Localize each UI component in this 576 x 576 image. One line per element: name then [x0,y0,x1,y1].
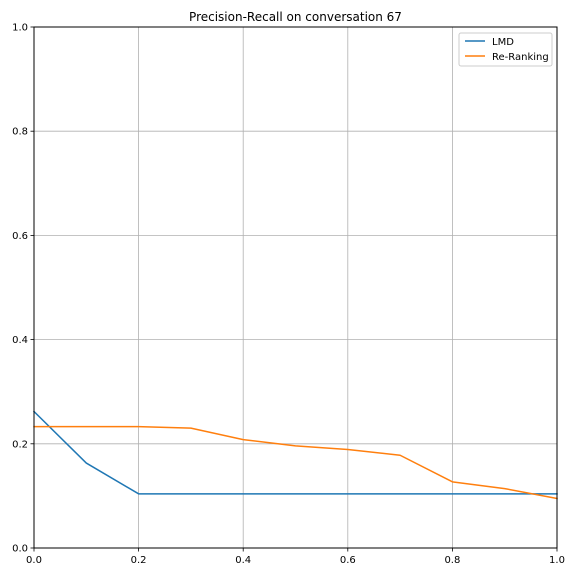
y-tick-label: 0.8 [12,127,28,138]
y-tick-label: 1.0 [12,23,28,34]
legend-label-re-ranking: Re-Ranking [492,52,549,63]
y-tick-label: 0.4 [12,335,28,346]
x-tick-label: 0.6 [340,555,356,566]
legend: LMD Re-Ranking [458,32,553,67]
series-lines [32,410,558,500]
x-tick-label: 1.0 [549,555,565,566]
legend-label-lmd: LMD [492,37,514,48]
series-line-re-ranking [33,425,558,500]
x-tick-label: 0.4 [235,555,251,566]
series-line-lmd [32,410,558,495]
x-tick-label: 0.8 [444,555,460,566]
x-tick-label: 0.2 [131,555,147,566]
plot-frame [33,26,558,549]
y-tick-label: 0.6 [12,231,28,242]
y-tick-label: 0.0 [12,544,28,555]
y-tick-label: 0.2 [12,439,28,450]
axis-ticks: 0.0 0.2 0.4 0.6 0.8 1.0 0.0 0.2 0.4 0.6 0.8 1.0 [12,23,565,567]
x-tick-label: 0.0 [26,555,42,566]
chart-title: Precision-Recall on conversation 67 [189,10,402,24]
